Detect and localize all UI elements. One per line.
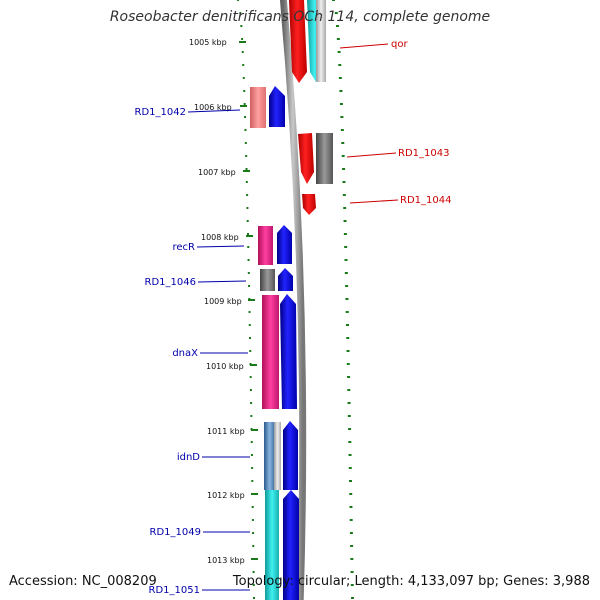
leader-line [196,245,245,248]
gene-label-recR[interactable]: recR [173,242,196,253]
kbp-label: 1011 kbp [207,427,245,436]
kbp-label: 1008 kbp [201,233,239,242]
gene-box-idnD[interactable] [264,422,275,490]
kbp-label: 1010 kbp [206,362,244,371]
gene-arrow-recR[interactable] [277,225,292,264]
kbp-label: 1007 kbp [198,168,236,177]
gene-arrow-idnD[interactable] [283,421,298,490]
gene-box-idnD-light[interactable] [274,422,281,490]
leader-line [197,280,247,283]
kbp-label: 1012 kbp [207,491,245,500]
map-title: Roseobacter denitrificans OCh 114, compl… [109,9,491,25]
leader-line [349,199,399,204]
gene-arrow-qor[interactable] [289,0,307,83]
gene-label-qor[interactable]: qor [391,39,408,50]
gene-box-recR[interactable] [258,226,273,265]
gene-label-RD1_1044[interactable]: RD1_1044 [400,195,451,206]
kbp-label: 1013 kbp [207,556,245,565]
gene-box-RD1_1043[interactable] [316,133,333,184]
gene-arrow-dnaX[interactable] [280,294,297,409]
left-gene-labels: RD1_1042 recR RD1_1046 dnaX idnD RD1_104… [135,107,250,596]
leader-line [187,109,241,113]
gene-box-dnaX[interactable] [262,295,279,409]
kbp-label: 1006 kbp [194,103,232,112]
forward-strand-genes [250,86,299,600]
gene-arrow-RD1_1043[interactable] [298,133,314,184]
leader-line [346,152,397,158]
gene-arrow-RD1_1044[interactable] [302,194,316,215]
gene-box-RD1_1046[interactable] [260,269,275,291]
gene-label-RD1_1042[interactable]: RD1_1042 [135,107,186,118]
gene-box-RD1_1049[interactable] [265,490,279,600]
kbp-scale: 1005 kbp 1006 kbp 1007 kbp 1008 kbp 1009… [189,38,258,565]
gene-label-idnD[interactable]: idnD [177,452,200,463]
gene-arrow-RD1_1046[interactable] [278,268,293,291]
gene-label-dnaX[interactable]: dnaX [172,348,198,359]
gene-label-RD1_1043[interactable]: RD1_1043 [398,148,449,159]
gene-label-RD1_1051[interactable]: RD1_1051 [149,585,200,596]
kbp-label: 1005 kbp [189,38,227,47]
gene-arrow-RD1_1049[interactable] [283,490,299,600]
gene-box-qor[interactable] [316,0,326,82]
gene-box-RD1_1042[interactable] [250,87,266,128]
accession-text: Accession: NC_008209 [9,574,157,589]
gene-label-RD1_1049[interactable]: RD1_1049 [150,527,201,538]
genome-stats-text: Topology: circular; Length: 4,133,097 bp… [232,574,590,589]
genome-backbone [279,0,307,600]
gene-label-RD1_1046[interactable]: RD1_1046 [145,277,196,288]
leader-line [339,43,389,49]
reverse-strand-genes [289,0,333,215]
right-gene-labels: qor RD1_1043 RD1_1044 [339,39,451,206]
gene-arrow-RD1_1042[interactable] [269,86,285,127]
kbp-label: 1009 kbp [204,297,242,306]
